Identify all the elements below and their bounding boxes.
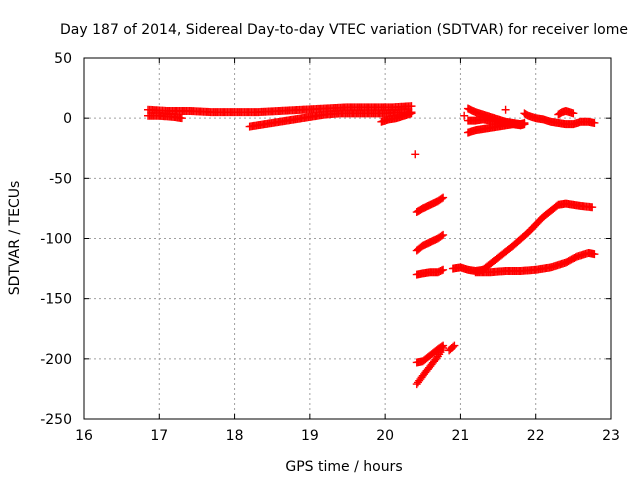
data-point [450,341,459,350]
x-tick-label: 18 [226,428,244,444]
y-axis: 50 0 -50 -100 -150 -200 -250 [40,51,611,428]
data-point [501,105,510,114]
x-tick-label: 19 [301,428,319,444]
x-axis-label: GPS time / hours [285,459,402,475]
y-axis-label: SDTVAR / TECUs [7,181,23,296]
x-axis: 16 17 18 19 20 21 22 23 [75,58,620,444]
x-tick-label: 23 [602,428,620,444]
data-point [590,250,599,259]
data-point [439,230,448,239]
y-tick-label: -200 [40,352,72,368]
data-point [460,111,469,120]
data-point [449,342,458,351]
x-tick-label: 22 [527,428,545,444]
x-tick-label: 17 [150,428,168,444]
y-tick-label: -50 [49,171,72,187]
y-tick-label: 50 [54,51,72,67]
y-tick-label: 0 [63,111,72,127]
y-tick-label: -250 [40,412,72,428]
data-point [437,231,446,240]
x-tick-label: 21 [452,428,470,444]
data-point [439,344,448,353]
data-point [439,265,448,274]
data-point [411,150,420,159]
y-tick-label: -100 [40,232,72,248]
y-tick-label: -150 [40,292,72,308]
data-point [407,109,416,118]
data-point [590,118,599,127]
data-point [439,193,448,202]
data-point [177,114,186,123]
data-point [588,203,597,212]
x-tick-label: 20 [376,428,394,444]
chart-title: Day 187 of 2014, Sidereal Day-to-day VTE… [60,22,628,38]
data-point [437,194,446,203]
x-tick-label: 16 [75,428,93,444]
data-points [143,102,599,389]
data-point [569,109,578,118]
data-point [520,120,529,129]
